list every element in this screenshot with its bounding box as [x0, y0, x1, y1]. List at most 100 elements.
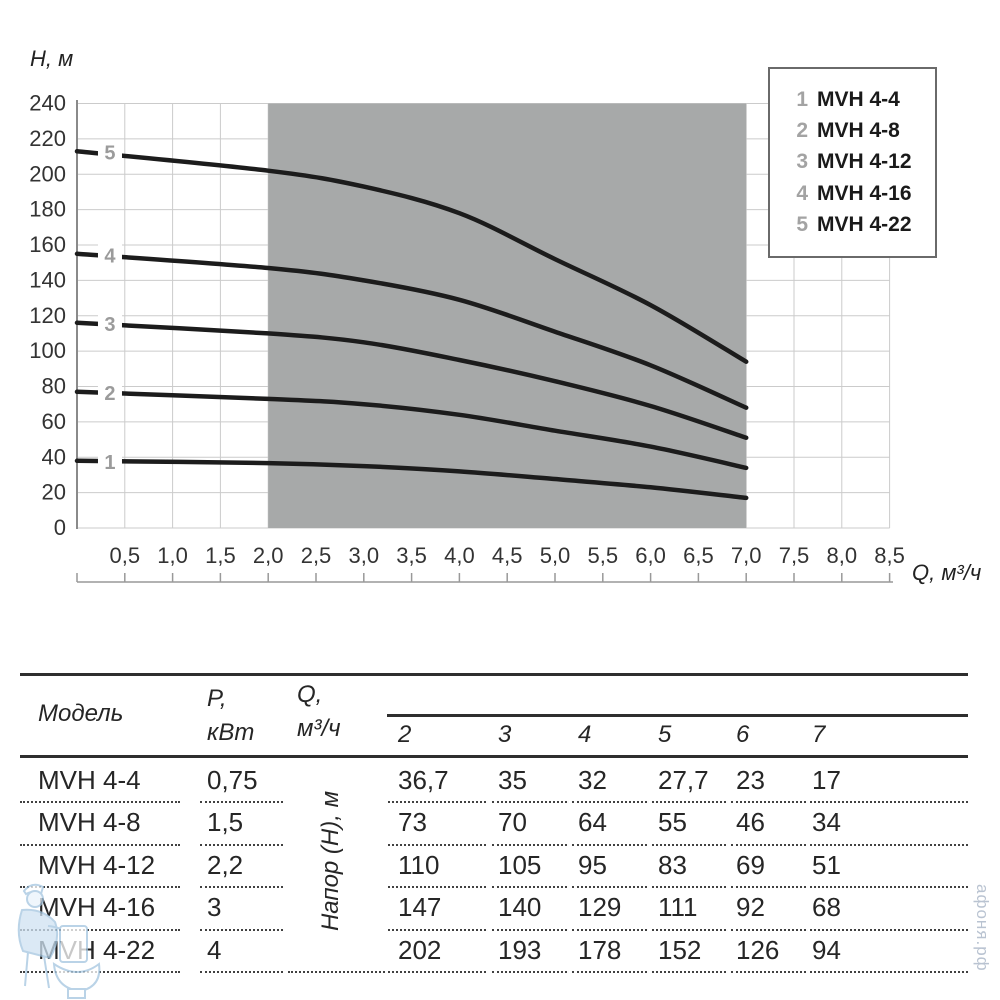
y-axis-title: H, м — [30, 46, 73, 71]
row-separator-dotted — [388, 843, 486, 846]
row-separator-dotted — [200, 886, 283, 888]
table-header-power-line2: кВт — [207, 719, 255, 746]
row-separator-dotted — [388, 886, 486, 888]
y-tick-label: 160 — [29, 232, 66, 257]
row-head-value: 178 — [578, 934, 622, 965]
row-separator-dotted — [200, 801, 283, 803]
curve-number-labels: 1 2 3 4 5 — [97, 141, 122, 474]
flow-column-header-5: 5 — [658, 721, 672, 748]
legend-item-label: MVH 4-4 — [817, 87, 900, 111]
row-power: 0,75 — [207, 765, 258, 795]
row-separator-dotted — [652, 843, 726, 846]
row-separator-dotted — [810, 928, 968, 931]
table-top-border — [20, 673, 968, 676]
curve-label-5: 5 — [104, 143, 115, 165]
x-tick-label: 3,0 — [349, 543, 380, 568]
row-head-value: 68 — [812, 892, 841, 923]
x-tick-label: 7,0 — [731, 543, 762, 568]
row-separator-dotted — [492, 971, 567, 973]
plumber-watermark-figure — [17, 883, 101, 999]
legend-item-MVH 4-16: 4 MVH 4-16 — [770, 178, 935, 209]
row-separator-dotted — [572, 928, 647, 931]
x-tick-label: 7,5 — [779, 543, 810, 568]
row-separator-dotted — [388, 971, 486, 973]
row-head-value: 34 — [812, 807, 841, 838]
row-separator-dotted — [652, 971, 726, 973]
y-tick-label: 20 — [42, 480, 66, 505]
row-head-value: 17 — [812, 765, 841, 795]
row-head-value: 51 — [812, 849, 841, 880]
x-axis-ruler — [76, 573, 893, 583]
curve-label-2: 2 — [104, 383, 115, 405]
row-separator-dotted — [652, 886, 726, 888]
legend-item-label: MVH 4-22 — [817, 213, 912, 237]
curve-MVH 4-4 — [74, 458, 749, 501]
y-tick-label: 100 — [29, 338, 66, 363]
watermark-site-text: афоня.рф — [973, 884, 992, 972]
row-separator-dotted — [200, 928, 283, 931]
row-head-value: 83 — [658, 849, 687, 880]
curve-label-chip — [97, 244, 122, 267]
flow-column-header-2: 2 — [398, 721, 412, 748]
axis-tick-labels: 0 20 40 60 80 100 120 140 160 180 200 220 240 0,5 1,0 1… — [29, 91, 905, 569]
row-head-value: 110 — [398, 849, 440, 880]
x-tick-label: 1,5 — [205, 543, 236, 568]
header-bottom-border — [20, 755, 968, 758]
x-axis-title: Q, м³/ч — [912, 560, 981, 585]
y-tick-label: 180 — [29, 197, 66, 222]
row-head-value: 129 — [578, 892, 622, 923]
legend-item-number: 1 — [796, 87, 808, 111]
y-tick-label: 0 — [54, 515, 66, 540]
row-head-value: 152 — [658, 934, 702, 965]
row-head-value: 55 — [658, 807, 687, 838]
row-power: 1,5 — [207, 807, 244, 838]
x-tick-label: 5,5 — [588, 543, 619, 568]
flow-column-header-4: 4 — [578, 721, 592, 748]
row-separator-dotted — [388, 801, 486, 803]
flow-column-header-6: 6 — [736, 721, 750, 748]
table-header-flow-line1: Q, — [297, 681, 323, 708]
row-head-value: 23 — [736, 765, 765, 795]
row-head-value: 73 — [398, 807, 427, 838]
row-power: 3 — [207, 892, 222, 923]
row-separator-dotted — [20, 843, 180, 846]
row-head-value: 46 — [736, 807, 765, 838]
x-tick-label: 8,5 — [874, 543, 905, 568]
row-separator-dotted — [200, 843, 283, 846]
row-separator-dotted — [572, 801, 647, 803]
legend-item-MVH 4-8: 2 MVH 4-8 — [770, 115, 935, 146]
x-tick-label: 0,5 — [110, 543, 141, 568]
y-tick-label: 120 — [29, 303, 66, 328]
curve-label-3: 3 — [104, 314, 115, 336]
row-head-value: 27,7 — [658, 765, 709, 795]
curve-MVH 4-12 — [74, 320, 749, 441]
row-separator-dotted — [492, 886, 567, 888]
x-tick-label: 4,0 — [444, 543, 475, 568]
curve-label-4: 4 — [104, 245, 116, 267]
legend-item-number: 3 — [796, 150, 808, 174]
curve-MVH 4-22 — [74, 149, 749, 364]
legend-item-number: 2 — [796, 119, 808, 143]
table-header-model: Модель — [38, 700, 124, 727]
curve-label-chip — [97, 382, 122, 405]
row-power: 4 — [207, 934, 222, 965]
row-head-value: 94 — [812, 934, 841, 965]
row-head-value: 69 — [736, 849, 765, 880]
row-separator-dotted — [572, 843, 647, 846]
row-separator-dotted — [20, 928, 180, 931]
row-separator-dotted — [810, 843, 968, 846]
y-tick-label: 60 — [42, 409, 66, 434]
row-head-value: 105 — [498, 849, 542, 880]
curve-label-chip — [97, 313, 122, 336]
row-head-value: 202 — [398, 934, 442, 965]
row-model: MVH 4-4 — [38, 765, 141, 795]
row-separator-dotted — [731, 801, 806, 803]
row-separator-dotted — [731, 971, 806, 973]
curve-label-1: 1 — [104, 452, 115, 474]
y-tick-label: 200 — [29, 161, 66, 186]
x-tick-label: 3,5 — [396, 543, 427, 568]
legend-item-number: 4 — [796, 181, 808, 205]
row-separator-dotted — [572, 886, 647, 888]
